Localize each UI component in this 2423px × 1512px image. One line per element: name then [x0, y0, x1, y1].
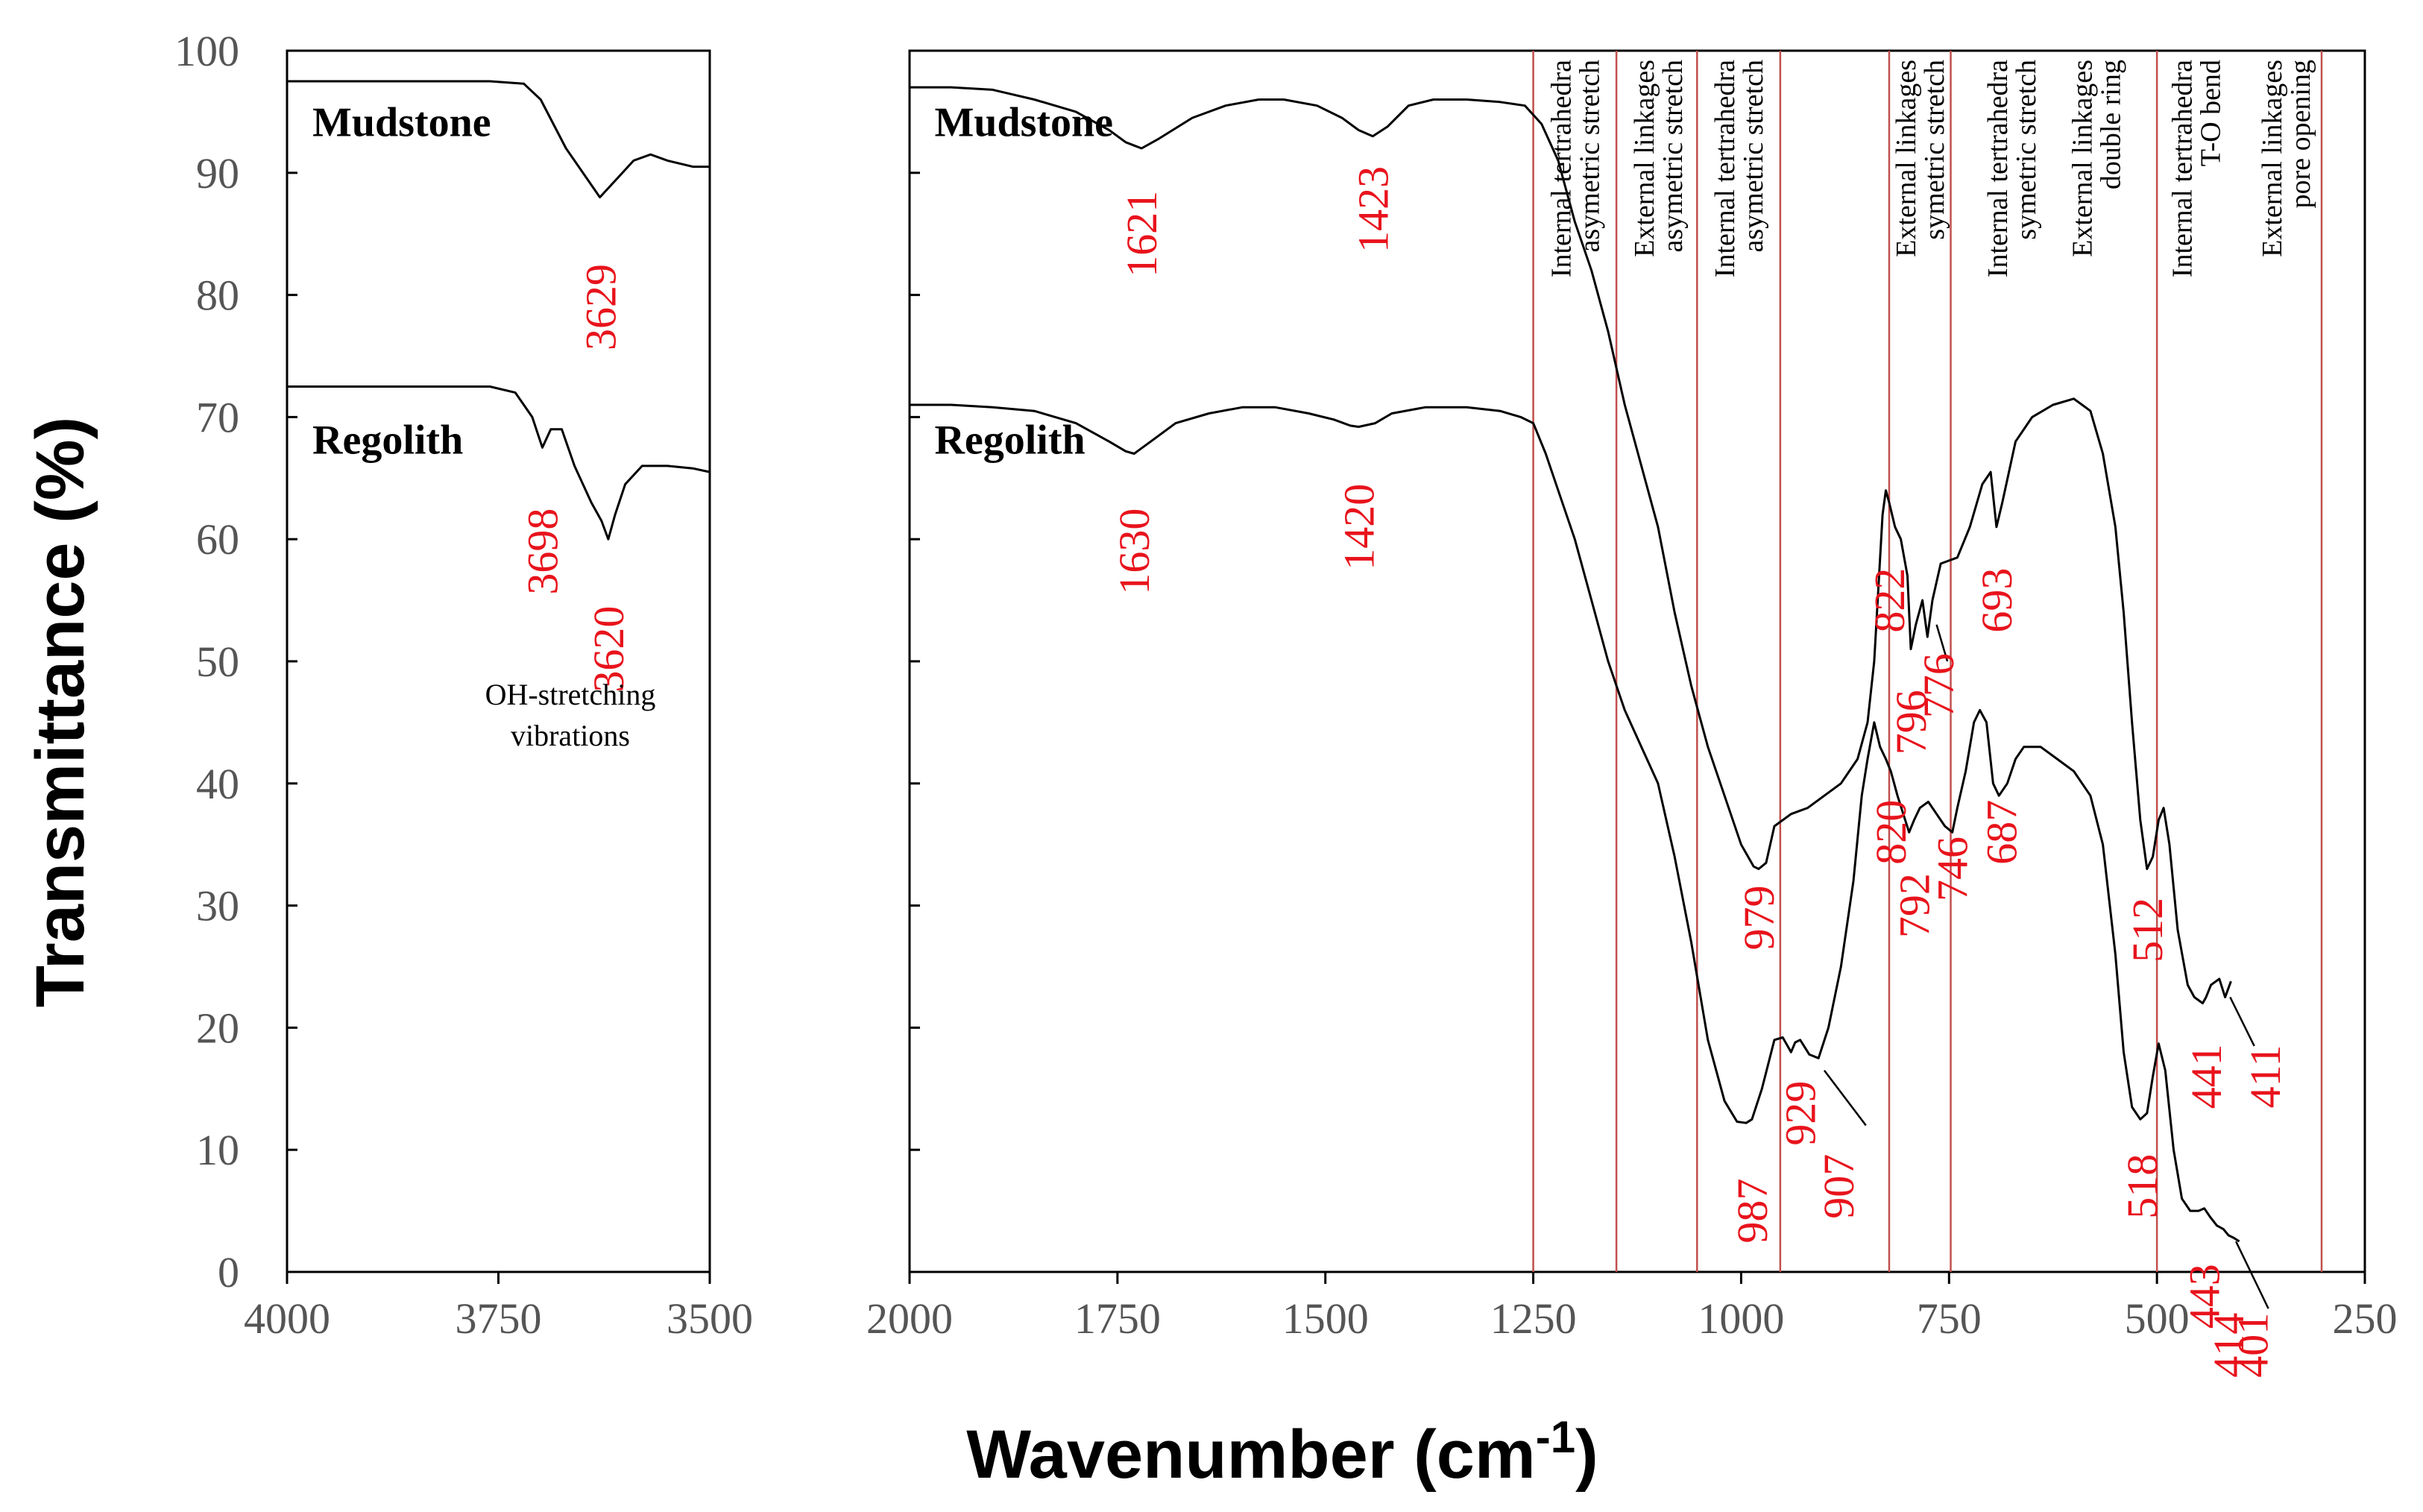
x-axis-title-close: ): [1575, 1417, 1598, 1493]
peak-label-3620: 3620: [585, 606, 633, 693]
left-x-tick-label-3750: 3750: [456, 1294, 542, 1343]
left-sample-label-regolith: Regolith: [312, 418, 463, 464]
y-tick-label-90: 90: [196, 149, 239, 198]
band-label-8-line-1: External linkages: [2257, 60, 2288, 257]
band-label-8-line-2: pore opening: [2285, 60, 2316, 208]
right-x-tick-label-750: 750: [1917, 1294, 1982, 1343]
band-label-1: Internal tertrahedraasymetric stretch: [1546, 60, 1605, 277]
x-axis-title-superscript: -1: [1536, 1412, 1575, 1462]
peak-label-1420: 1420: [1335, 484, 1383, 570]
band-label-2-line-2: asymetric stretch: [1657, 60, 1689, 253]
left-plot-frame: [286, 49, 711, 1273]
peak-label-822: 822: [1865, 568, 1914, 633]
peak-label-987: 987: [1728, 1179, 1777, 1244]
band-label-6-line-2: double ring: [2096, 60, 2127, 189]
right-x-tick-label-500: 500: [2125, 1294, 2190, 1343]
band-label-4: External linkagessymetric stretch: [1891, 60, 1950, 257]
right-x-tick-label-2000: 2000: [866, 1294, 953, 1343]
x-axis-title-main: Wavenumber (cm: [966, 1417, 1535, 1493]
y-tick-label-20: 20: [196, 1004, 239, 1052]
band-label-3-line-1: Internal tertrahedra: [1710, 60, 1741, 277]
peak-label-979: 979: [1735, 886, 1783, 951]
peak-label-401: 401: [2228, 1313, 2277, 1378]
y-tick-label-100: 100: [174, 27, 239, 75]
right-x-tick-label-1000: 1000: [1698, 1294, 1784, 1343]
peak-label-820: 820: [1867, 800, 1915, 865]
left-regolith-spectrum-line: [287, 385, 710, 541]
band-label-1-line-2: asymetric stretch: [1574, 60, 1605, 253]
peak-label-693: 693: [1973, 568, 2021, 633]
right-sample-label-regolith: Regolith: [934, 418, 1085, 464]
y-tick-label-60: 60: [196, 515, 239, 564]
right-regolith-spectrum-line: [910, 403, 2240, 1243]
peak-label-687: 687: [1978, 800, 2026, 865]
band-label-2-line-1: External linkages: [1629, 60, 1660, 257]
band-label-7: Internal tertrahedraT-O bend: [2167, 60, 2227, 277]
y-axis-tick-labels: 0 10 20 30 40 50 60 70 80 90 100: [174, 27, 239, 1297]
oh-stretching-note-line-1: OH-stretching: [485, 678, 656, 711]
y-tick-label-10: 10: [196, 1126, 239, 1174]
peak-label-1630: 1630: [1110, 508, 1159, 595]
peak-label-3629: 3629: [577, 264, 626, 350]
left-mudstone-spectrum-line: [287, 80, 710, 199]
y-tick-label-40: 40: [196, 760, 239, 808]
peak-label-746: 746: [1929, 837, 1977, 901]
peak-label-512: 512: [2123, 898, 2172, 963]
y-tick-label-50: 50: [196, 637, 239, 686]
band-label-5-line-2: symetric stretch: [2011, 60, 2042, 240]
oh-stretching-note: OH-stretching vibrations: [485, 678, 656, 752]
peak-label-518: 518: [2118, 1154, 2167, 1219]
peak-label-443: 443: [2181, 1264, 2229, 1329]
peak-label-792: 792: [1890, 873, 1938, 938]
band-label-7-line-2: T-O bend: [2196, 60, 2227, 166]
right-x-tick-label-1500: 1500: [1282, 1294, 1369, 1343]
oh-stretching-note-line-2: vibrations: [511, 719, 630, 752]
y-tick-label-30: 30: [196, 882, 239, 930]
band-label-3: Internal tertrahedraasymetric stretch: [1710, 60, 1769, 277]
y-tick-label-70: 70: [196, 393, 239, 441]
y-tick-label-80: 80: [196, 271, 239, 320]
x-axis-title: Wavenumber (cm-1): [966, 1412, 1598, 1493]
band-label-4-line-2: symetric stretch: [1919, 60, 1950, 240]
band-label-2: External linkagesasymetric stretch: [1629, 60, 1689, 257]
band-label-8: External linkagespore opening: [2257, 60, 2316, 257]
peak-label-3698: 3698: [519, 508, 567, 595]
peak-label-796: 796: [1887, 690, 1935, 755]
right-x-tick-label-1250: 1250: [1490, 1294, 1577, 1343]
band-label-7-line-1: Internal tertrahedra: [2167, 60, 2199, 277]
peak-label-776: 776: [1915, 653, 1963, 718]
peak-label-414: 414: [2205, 1313, 2253, 1378]
right-x-tick-label-250: 250: [2333, 1294, 2398, 1343]
peak-leader-line-1: [1823, 1069, 1867, 1127]
peak-label-1423: 1423: [1349, 166, 1397, 253]
band-label-5-line-1: Internal tertrahedra: [1982, 60, 2014, 277]
peak-label-929: 929: [1777, 1081, 1825, 1146]
y-axis-title: Transmittance (%): [22, 417, 98, 1007]
peak-leader-line-3: [2229, 996, 2255, 1047]
band-label-6: External linkagesdouble ring: [2067, 60, 2127, 257]
peak-label-1621: 1621: [1118, 191, 1166, 277]
peak-leader-line-2: [1935, 624, 1949, 662]
peak-label-441: 441: [2182, 1044, 2231, 1109]
panel-left-oh-region: 4000 3750 3500 Mudstone Regolith 3629 3698 3620: [244, 49, 753, 1343]
band-label-6-line-1: External linkages: [2067, 60, 2099, 257]
peak-leader-line-4: [2234, 1241, 2269, 1309]
left-sample-label-mudstone: Mudstone: [312, 100, 491, 146]
right-sample-label-mudstone: Mudstone: [934, 100, 1113, 146]
left-x-tick-label-4000: 4000: [244, 1294, 330, 1343]
panel-right-fingerprint-region: 2000 1750 1500 1250 1000 750 500 250 Internal te…: [866, 49, 2398, 1378]
peak-label-907: 907: [1815, 1154, 1863, 1219]
band-label-4-line-1: External linkages: [1891, 60, 1922, 257]
band-label-5: Internal tertrahedrasymetric stretch: [1982, 60, 2042, 277]
band-label-3-line-2: asymetric stretch: [1738, 60, 1769, 253]
peak-label-411: 411: [2241, 1045, 2290, 1108]
right-x-tick-label-1750: 1750: [1074, 1294, 1161, 1343]
left-x-tick-label-3500: 3500: [667, 1294, 753, 1343]
y-tick-label-0: 0: [218, 1248, 239, 1297]
right-mudstone-spectrum-line: [910, 86, 2232, 1005]
